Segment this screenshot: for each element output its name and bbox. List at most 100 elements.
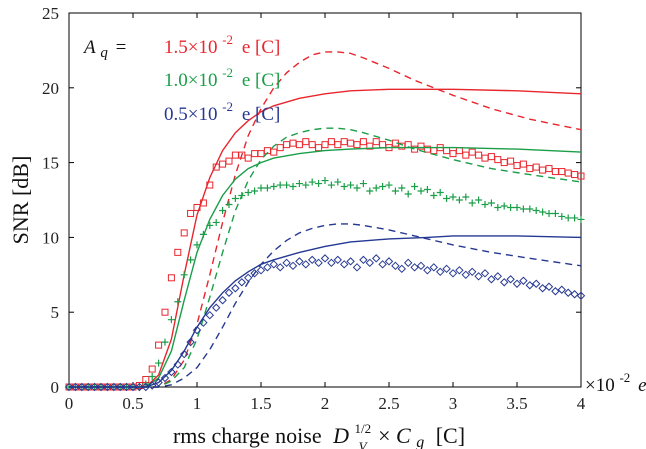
series-3-marker (320, 254, 330, 263)
series-2-marker (327, 181, 335, 189)
series-1-marker (577, 172, 585, 180)
series-3-marker (199, 318, 208, 327)
series-1-marker (500, 159, 508, 167)
series-3-marker (371, 254, 381, 263)
series-3-marker (474, 272, 483, 281)
series-1-marker (321, 141, 329, 149)
series-3-marker (410, 263, 419, 272)
series-1-marker (334, 141, 342, 149)
legend-entry-1: 1.5×10 -2 e [C] (164, 28, 280, 58)
x-axis-multiplier: ×10 -2 e (585, 366, 646, 396)
series-2-marker (148, 373, 156, 381)
series-2-marker (398, 184, 406, 192)
plot-frame (68, 12, 582, 388)
x-tick-label: 2.5 (378, 394, 399, 413)
series-2-marker (206, 221, 214, 229)
series-3-marker (122, 382, 131, 392)
series-3-marker (384, 257, 394, 266)
series-1-marker (187, 209, 195, 217)
x-axis-label-text: rms charge noise (173, 423, 322, 448)
series-1-marker (193, 203, 201, 211)
legend-entry-2-value: 1.0×10 (164, 70, 217, 91)
y-axis-label: SNR [dB] (8, 156, 33, 245)
series-2-marker (167, 316, 175, 324)
x-axis-label-sup: 1/2 (355, 421, 372, 436)
series-2-marker (526, 205, 534, 213)
series-2-marker (315, 180, 323, 188)
x-tick-label: 2 (321, 394, 330, 413)
series-2-marker (187, 256, 195, 264)
series-1-dashed-line (69, 51, 582, 388)
series-3-marker (538, 284, 547, 293)
series-2-marker (449, 193, 457, 201)
series-3-marker (83, 382, 93, 392)
series-1-marker (359, 138, 367, 146)
series-2-marker (276, 181, 284, 189)
series-3-marker (243, 273, 253, 282)
series-3-marker (391, 261, 400, 271)
series-2-marker (161, 338, 169, 346)
series-1-marker (443, 147, 451, 155)
series-2-marker (462, 193, 470, 201)
series-3-marker (115, 382, 125, 392)
series-1-marker (174, 248, 182, 256)
series-3-marker (154, 378, 163, 387)
series-2-marker (404, 190, 412, 198)
series-1-marker (539, 166, 547, 174)
series-1-marker (270, 148, 278, 156)
series-2-marker (199, 230, 207, 238)
series-2-marker (212, 218, 220, 226)
series-1-marker (347, 139, 355, 147)
series-1-marker (251, 150, 259, 158)
series-2-marker (539, 208, 547, 216)
series-2-marker (513, 203, 521, 211)
series-3-marker (179, 349, 189, 359)
series-3-marker (77, 382, 87, 392)
series-3-marker (563, 288, 573, 297)
series-1-marker (462, 151, 470, 159)
series-3-marker (570, 290, 579, 299)
series-3-marker (525, 281, 535, 290)
series-3-marker (551, 287, 560, 296)
legend-entry-3-unit: e [C] (242, 104, 281, 125)
series-1-marker (481, 154, 489, 162)
x-tick-label: 4 (577, 394, 586, 413)
series-3-marker (435, 267, 445, 277)
y-tick-label: 10 (42, 228, 59, 247)
legend-prefix-a: A (82, 37, 96, 58)
series-3-marker (352, 263, 362, 272)
y-tick-label: 15 (42, 154, 59, 173)
series-1-marker (231, 151, 239, 159)
series-3-marker (205, 310, 215, 320)
legend-entry-1-unit: e [C] (242, 37, 281, 58)
series-2-marker (494, 203, 502, 211)
legend-entry-3: 0.5×10 -2 e [C] (164, 95, 280, 125)
series-1-marker (430, 147, 438, 155)
series-2-marker (353, 184, 361, 192)
series-3-marker (192, 325, 202, 335)
x-tick-label: 1 (193, 394, 202, 413)
series-1-marker (302, 138, 310, 146)
series-3-marker (442, 264, 451, 274)
series-2-marker (475, 196, 483, 204)
series-3-marker (448, 269, 458, 278)
series-1-marker (225, 157, 233, 165)
series-1-marker (244, 154, 252, 162)
series-1-marker (308, 141, 316, 149)
series-3-marker (531, 279, 541, 288)
series-3-marker (269, 260, 279, 269)
x-multiplier-suffix: e (638, 375, 646, 396)
x-axis-label-unit: [C] (436, 423, 465, 448)
series-2-marker (385, 181, 393, 189)
series-2-marker (468, 199, 476, 207)
series-3-marker (365, 258, 375, 268)
series-2-marker (359, 180, 367, 188)
series-1-marker (545, 165, 553, 173)
series-1-marker (219, 160, 227, 168)
series-1-marker (257, 150, 265, 158)
series-1-solid-line (69, 88, 582, 388)
series-2 (65, 127, 585, 391)
series-2-marker (321, 177, 329, 185)
series-2-marker (193, 241, 201, 249)
series-3-marker (211, 303, 221, 312)
